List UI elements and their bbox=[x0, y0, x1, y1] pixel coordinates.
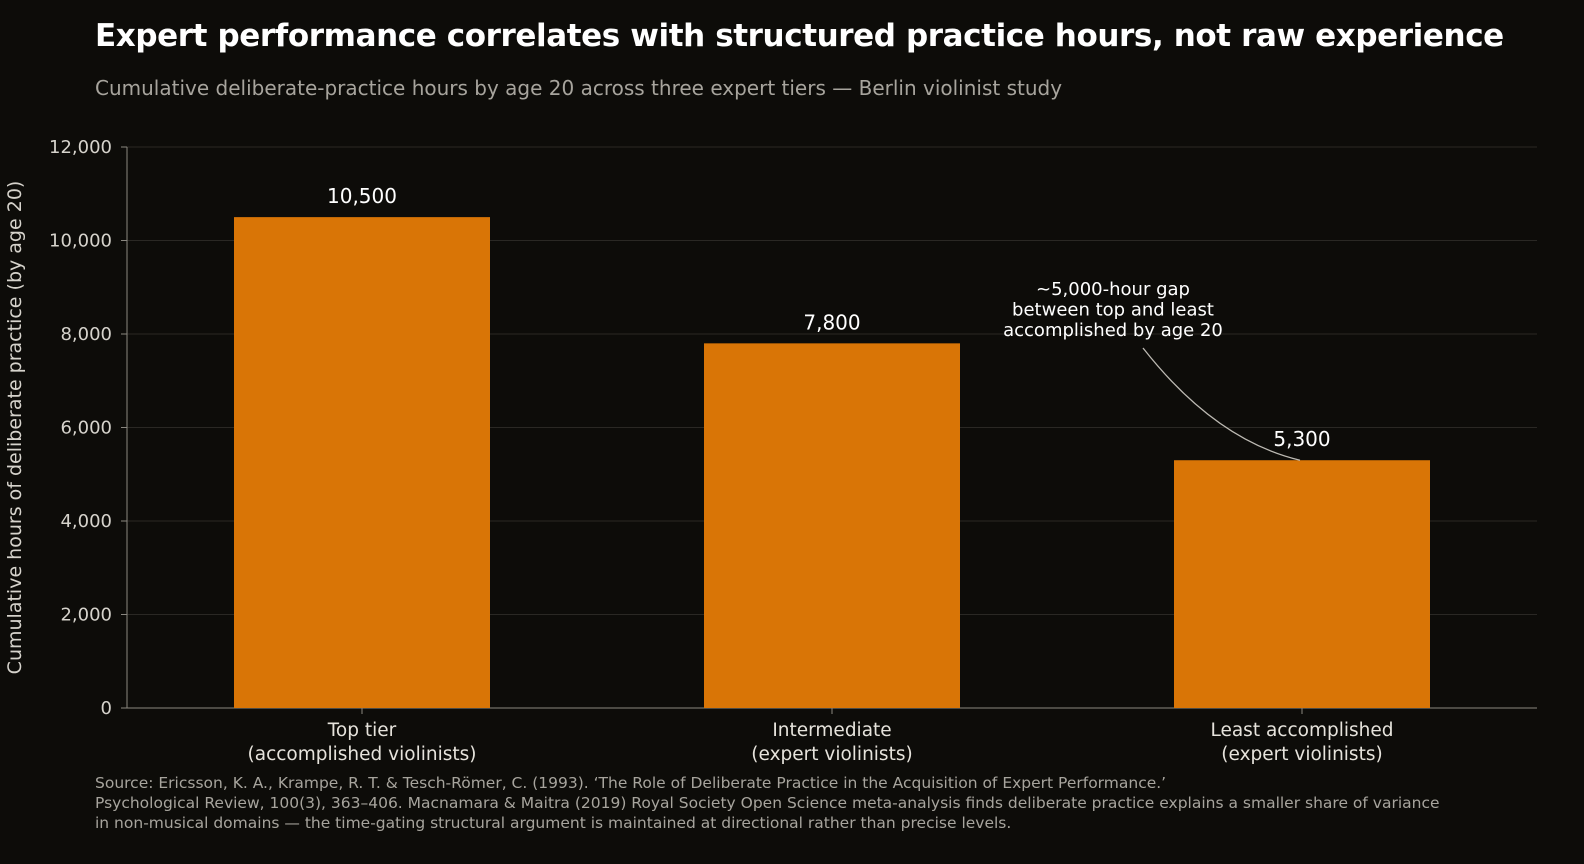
y-tick-label: 10,000 bbox=[49, 231, 112, 252]
y-tick-label: 8,000 bbox=[60, 324, 112, 345]
y-tick-label: 2,000 bbox=[60, 605, 112, 626]
source-line-3: in non-musical domains — the time-gating… bbox=[95, 814, 1012, 832]
annotation-text: accomplished by age 20 bbox=[1003, 320, 1223, 341]
y-tick-label: 4,000 bbox=[60, 511, 112, 532]
x-tick-label: Intermediate bbox=[772, 720, 891, 741]
chart-title: Expert performance correlates with struc… bbox=[95, 18, 1504, 54]
x-tick-label: Top tier bbox=[327, 720, 397, 741]
bar-chart: 0 2,000 4,000 6,000 8,000 10,000 12,000 Cumulat… bbox=[4, 137, 1537, 765]
annotation-text: between top and least bbox=[1012, 300, 1214, 321]
y-tick-label: 12,000 bbox=[49, 137, 112, 158]
bar-value-label: 5,300 bbox=[1273, 427, 1330, 451]
source-note: Source: Ericsson, K. A., Krampe, R. T. &… bbox=[95, 773, 1545, 833]
x-tick-label: Least accomplished bbox=[1210, 720, 1393, 741]
source-line-2: Psychological Review, 100(3), 363–406. M… bbox=[95, 794, 1440, 812]
y-tick-label: 6,000 bbox=[60, 418, 112, 439]
x-tick-label: (expert violinists) bbox=[1221, 744, 1382, 765]
y-axis-label: Cumulative hours of deliberate practice … bbox=[4, 181, 26, 675]
source-line-1: Source: Ericsson, K. A., Krampe, R. T. &… bbox=[95, 774, 1167, 792]
x-tick-label: (expert violinists) bbox=[751, 744, 912, 765]
bar-2 bbox=[704, 343, 960, 708]
bar-1 bbox=[234, 217, 490, 708]
annotation-arrow bbox=[1142, 347, 1301, 461]
x-tick-label: (accomplished violinists) bbox=[248, 744, 477, 765]
bar-value-label: 7,800 bbox=[803, 310, 860, 334]
bar-value-label: 10,500 bbox=[327, 184, 397, 208]
y-tick-label: 0 bbox=[101, 698, 112, 719]
annotation-text: ~5,000-hour gap bbox=[1036, 279, 1190, 300]
bar-3 bbox=[1174, 460, 1430, 708]
chart-subtitle: Cumulative deliberate-practice hours by … bbox=[95, 76, 1063, 100]
